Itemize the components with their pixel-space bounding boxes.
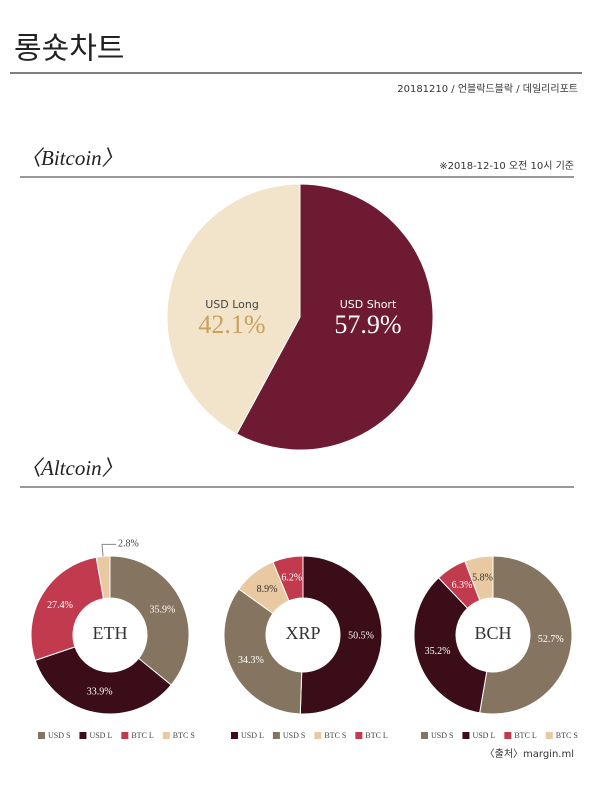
slice <box>479 555 573 715</box>
slice <box>95 555 111 600</box>
center-label: ETH <box>93 623 128 643</box>
legend-swatch <box>231 732 238 739</box>
slice-label: USD Short <box>340 298 397 311</box>
legend-label: BTC L <box>131 731 154 740</box>
slice <box>413 577 488 714</box>
value-label: 6.2% <box>281 572 302 583</box>
value-label: 2.8% <box>118 539 139 550</box>
legend-swatch <box>79 732 87 739</box>
slice <box>30 556 105 661</box>
leader-line <box>101 543 117 557</box>
legend-label: USD L <box>472 731 495 740</box>
legend-swatch <box>462 732 470 739</box>
value-label: 35.2% <box>425 646 451 657</box>
legend-label: USD S <box>431 731 453 740</box>
source: 〈출처〉margin.ml <box>485 748 574 760</box>
legend-swatch <box>421 732 428 739</box>
slice <box>223 588 303 715</box>
slice <box>272 555 304 602</box>
slice <box>299 555 383 715</box>
value-label: 50.5% <box>348 630 374 641</box>
legend-swatch <box>162 732 170 739</box>
legend-label: BTC L <box>365 731 388 740</box>
legend-swatch <box>121 732 129 739</box>
legend-label: BTC S <box>324 731 346 740</box>
center-label: BCH <box>474 623 511 643</box>
slice <box>166 183 301 435</box>
slice-label: USD Long <box>205 298 259 311</box>
legend-swatch <box>545 732 553 739</box>
slice <box>34 646 172 715</box>
value-label: 33.9% <box>87 686 113 697</box>
value-label: 27.4% <box>47 600 73 611</box>
legend-swatch <box>504 732 512 739</box>
slice <box>464 555 494 602</box>
legend-label: USD S <box>283 731 305 740</box>
legend-label: USD S <box>48 731 70 740</box>
legend-label: BTC S <box>173 731 195 740</box>
value-label: 52.7% <box>538 634 564 645</box>
value-label: 5.8% <box>472 572 493 583</box>
value-label: 6.3% <box>452 580 473 591</box>
value-label: 42.1% <box>198 310 265 339</box>
legend-swatch <box>355 732 363 739</box>
slice <box>235 183 434 451</box>
value-label: 34.3% <box>238 655 264 666</box>
legend-label: BTC L <box>514 731 537 740</box>
slice <box>109 555 190 686</box>
legend-label: USD L <box>89 731 112 740</box>
legend-swatch <box>272 732 280 739</box>
page-title: 롱숏차트 <box>14 32 124 67</box>
legend-swatch <box>314 732 322 739</box>
value-label: 8.9% <box>257 584 278 595</box>
section-title: 〈Altcoin〉 <box>20 456 123 480</box>
legend-label: USD L <box>241 731 264 740</box>
note: ※2018-12-10 오전 10시 기준 <box>439 160 574 172</box>
value-label: 35.9% <box>149 604 175 615</box>
legend-swatch <box>38 732 45 739</box>
value-label: 57.9% <box>334 310 401 339</box>
center-label: XRP <box>285 623 320 643</box>
legend-label: BTC S <box>556 731 578 740</box>
section-title: 〈Bitcoin〉 <box>20 146 123 170</box>
byline: 20181210 / 언블락드블락 / 데일리리포트 <box>397 83 578 95</box>
